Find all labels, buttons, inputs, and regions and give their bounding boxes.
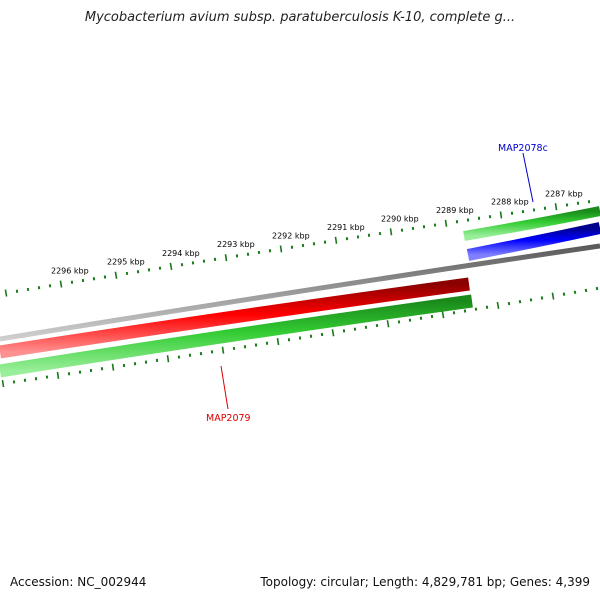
ruler-label: 2288 kbp xyxy=(491,198,529,207)
ruler-label: 2292 kbp xyxy=(272,231,310,240)
major-tick xyxy=(389,228,393,236)
outer-tick-ring xyxy=(4,200,591,297)
ruler-label: 2291 kbp xyxy=(327,223,365,232)
major-tick xyxy=(166,355,170,363)
minor-tick xyxy=(507,301,511,306)
ruler-label: 2289 kbp xyxy=(436,206,474,215)
major-tick xyxy=(444,219,448,227)
map-title: Mycobacterium avium subsp. paratuberculo… xyxy=(84,10,516,25)
topology-text: Topology: circular; Length: 4,829,781 bp… xyxy=(260,575,590,589)
major-tick xyxy=(224,254,228,262)
major-tick xyxy=(279,245,283,253)
major-tick xyxy=(4,289,8,297)
major-tick xyxy=(169,262,173,271)
major-tick xyxy=(331,329,335,337)
ruler-label: 2293 kbp xyxy=(217,240,255,249)
minor-tick xyxy=(573,290,577,294)
inner-tick-ring xyxy=(1,286,599,388)
gene-map2078c-feature xyxy=(466,222,600,261)
major-tick xyxy=(551,292,555,300)
minor-tick xyxy=(540,296,544,300)
major-tick xyxy=(441,311,445,319)
accession-text: Accession: NC_002944 xyxy=(10,575,147,589)
major-tick xyxy=(334,236,338,244)
genome-backbone xyxy=(0,243,600,342)
ruler-label: 2287 kbp xyxy=(545,189,583,198)
gene-label-map2078c: MAP2078c xyxy=(498,143,548,154)
gene-map2078c-pointer xyxy=(522,152,534,203)
ruler-label: 2294 kbp xyxy=(162,249,200,258)
ruler-labels: 2287 kbp 2288 kbp 2289 kbp 2290 kbp 2291 kbp… xyxy=(51,189,583,275)
forward-cds-feature xyxy=(463,206,600,241)
major-tick xyxy=(499,211,503,219)
minor-tick xyxy=(584,288,588,293)
major-tick xyxy=(114,271,118,279)
ruler-label: 2295 kbp xyxy=(107,258,145,267)
minor-tick xyxy=(518,300,522,304)
major-tick xyxy=(496,301,500,310)
major-tick xyxy=(56,371,60,380)
major-tick xyxy=(386,320,390,328)
major-tick xyxy=(111,363,115,371)
ruler-label: 2290 kbp xyxy=(381,214,419,223)
major-tick xyxy=(59,280,63,288)
minor-tick xyxy=(562,292,566,296)
minor-tick xyxy=(529,298,533,302)
reverse-cds-feature xyxy=(0,294,473,378)
major-tick xyxy=(1,379,5,388)
gene-label-map2079: MAP2079 xyxy=(206,413,251,424)
ruler-label: 2296 kbp xyxy=(51,267,89,276)
major-tick xyxy=(554,203,558,211)
major-tick xyxy=(276,337,280,346)
minor-tick xyxy=(595,286,599,291)
gene-map2079-pointer xyxy=(220,365,229,410)
gene-map2079-feature xyxy=(0,277,470,359)
major-tick xyxy=(221,346,225,354)
